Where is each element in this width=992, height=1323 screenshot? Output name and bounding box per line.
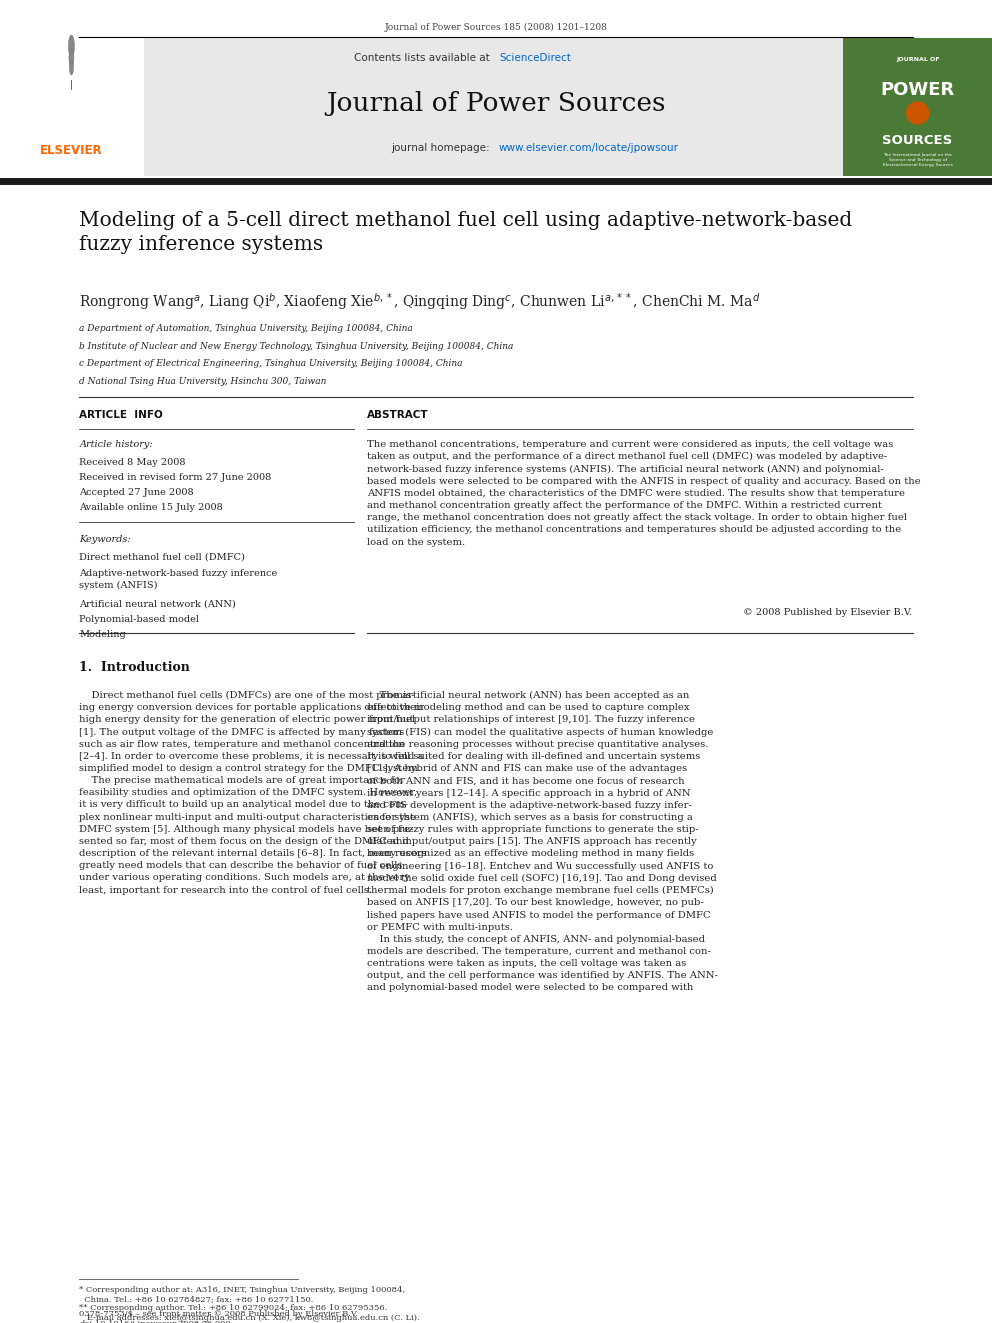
Text: Artificial neural network (ANN): Artificial neural network (ANN) bbox=[79, 601, 236, 609]
Text: ** Corresponding author. Tel.: +86 10 62799024; fax: +86 10 62795356.
   E-mail : ** Corresponding author. Tel.: +86 10 62… bbox=[79, 1304, 420, 1322]
Text: journal homepage:: journal homepage: bbox=[391, 143, 493, 153]
Text: a Department of Automation, Tsinghua University, Beijing 100084, China: a Department of Automation, Tsinghua Uni… bbox=[79, 324, 413, 333]
Text: Article history:: Article history: bbox=[79, 441, 153, 448]
Text: www.elsevier.com/locate/jpowsour: www.elsevier.com/locate/jpowsour bbox=[499, 143, 679, 153]
Text: c Department of Electrical Engineering, Tsinghua University, Beijing 100084, Chi: c Department of Electrical Engineering, … bbox=[79, 359, 463, 368]
Bar bbox=[144, 38, 843, 176]
Text: Modeling of a 5-cell direct methanol fuel cell using adaptive-network-based
fuzz: Modeling of a 5-cell direct methanol fue… bbox=[79, 210, 852, 254]
Text: POWER: POWER bbox=[881, 81, 954, 99]
Ellipse shape bbox=[68, 34, 74, 57]
Text: Journal of Power Sources: Journal of Power Sources bbox=[326, 90, 666, 115]
Text: JOURNAL OF: JOURNAL OF bbox=[896, 57, 939, 62]
Text: The methanol concentrations, temperature and current were considered as inputs, : The methanol concentrations, temperature… bbox=[367, 441, 921, 546]
Ellipse shape bbox=[68, 49, 74, 67]
Text: Received in revised form 27 June 2008: Received in revised form 27 June 2008 bbox=[79, 474, 272, 482]
Ellipse shape bbox=[69, 61, 73, 75]
Text: ARTICLE  INFO: ARTICLE INFO bbox=[79, 410, 163, 419]
Text: Received 8 May 2008: Received 8 May 2008 bbox=[79, 458, 186, 467]
Text: Journal of Power Sources 185 (2008) 1201–1208: Journal of Power Sources 185 (2008) 1201… bbox=[385, 22, 607, 32]
Text: d National Tsing Hua University, Hsinchu 300, Taiwan: d National Tsing Hua University, Hsinchu… bbox=[79, 377, 326, 385]
Text: 0378-7753/$ – see front matter © 2008 Published by Elsevier B.V.
doi:10.1016/j.j: 0378-7753/$ – see front matter © 2008 Pu… bbox=[79, 1310, 358, 1323]
Text: Rongrong Wang$^{a}$, Liang Qi$^{b}$, Xiaofeng Xie$^{b,*}$, Qingqing Ding$^{c}$, : Rongrong Wang$^{a}$, Liang Qi$^{b}$, Xia… bbox=[79, 291, 761, 312]
Text: ELSEVIER: ELSEVIER bbox=[40, 143, 103, 156]
Text: © 2008 Published by Elsevier B.V.: © 2008 Published by Elsevier B.V. bbox=[743, 609, 913, 617]
Text: Available online 15 July 2008: Available online 15 July 2008 bbox=[79, 503, 223, 512]
Text: 1.  Introduction: 1. Introduction bbox=[79, 662, 190, 673]
Text: Modeling: Modeling bbox=[79, 630, 126, 639]
Text: b Institute of Nuclear and New Energy Technology, Tsinghua University, Beijing 1: b Institute of Nuclear and New Energy Te… bbox=[79, 341, 514, 351]
Text: SOURCES: SOURCES bbox=[883, 134, 952, 147]
Text: The artificial neural network (ANN) has been accepted as an
effective modeling m: The artificial neural network (ANN) has … bbox=[367, 691, 718, 992]
Circle shape bbox=[907, 102, 929, 124]
Text: ABSTRACT: ABSTRACT bbox=[367, 410, 429, 419]
Text: Adaptive-network-based fuzzy inference
system (ANFIS): Adaptive-network-based fuzzy inference s… bbox=[79, 569, 278, 590]
Text: Keywords:: Keywords: bbox=[79, 534, 131, 544]
Text: The International Journal on the
Science and Technology of
Electrochemical Energ: The International Journal on the Science… bbox=[883, 152, 952, 167]
Text: * Corresponding author at: A316, INET, Tsinghua University, Beijing 100084,
  Ch: * Corresponding author at: A316, INET, T… bbox=[79, 1286, 406, 1303]
Text: ScienceDirect: ScienceDirect bbox=[499, 53, 570, 64]
Text: Contents lists available at: Contents lists available at bbox=[354, 53, 493, 64]
Text: Polynomial-based model: Polynomial-based model bbox=[79, 615, 199, 624]
Text: Direct methanol fuel cells (DMFCs) are one of the most promis-
ing energy conver: Direct methanol fuel cells (DMFCs) are o… bbox=[79, 691, 427, 894]
Text: Accepted 27 June 2008: Accepted 27 June 2008 bbox=[79, 488, 194, 497]
Text: Direct methanol fuel cell (DMFC): Direct methanol fuel cell (DMFC) bbox=[79, 553, 245, 562]
Bar bbox=[0, 38, 144, 176]
Bar bbox=[843, 38, 992, 176]
